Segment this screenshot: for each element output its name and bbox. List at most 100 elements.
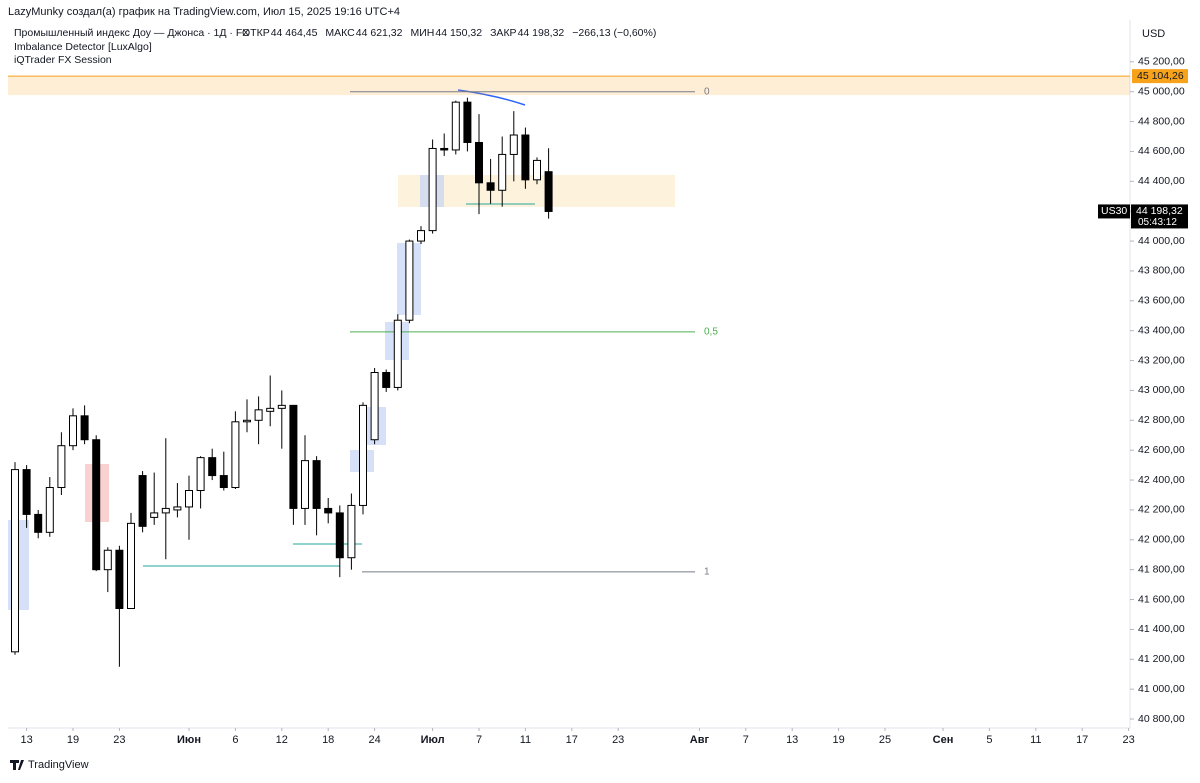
symbol-label: US30 — [1101, 205, 1127, 217]
x-tick-label: 23 — [1122, 734, 1134, 746]
x-tick-label: 19 — [67, 734, 79, 746]
candle-body — [544, 171, 553, 212]
legend-key: МИН — [410, 27, 434, 39]
legend-value: 44 464,45 — [271, 27, 318, 39]
x-tick-label: 13 — [20, 734, 32, 746]
logo — [10, 760, 24, 770]
candle-body — [138, 475, 147, 527]
x-tick-label: Авг — [690, 734, 710, 746]
candle-body — [475, 141, 483, 184]
candle-body — [69, 415, 77, 447]
session-price-box — [1132, 69, 1188, 84]
candle-body — [498, 153, 507, 191]
candle-body — [533, 159, 541, 181]
legend-value: 44 621,32 — [356, 27, 403, 39]
candle-body — [359, 404, 367, 506]
x-tick-label: 11 — [1030, 734, 1041, 746]
candle-body — [115, 549, 124, 610]
candle-body — [231, 421, 240, 489]
candle-body — [417, 230, 425, 242]
candle-body — [277, 404, 286, 409]
y-tick-label: 43 800,00 — [1138, 265, 1185, 277]
candle-body — [150, 512, 159, 518]
symbol-title: Промышленный индекс Доу — Джонса · 1Д · … — [14, 27, 249, 39]
session-price-label: 45 104,26 — [1137, 70, 1184, 82]
x-tick-label: 24 — [368, 734, 380, 746]
x-tick-label: 17 — [1076, 734, 1088, 746]
y-tick-label: 45 000,00 — [1138, 85, 1185, 97]
candle-body — [393, 319, 402, 388]
y-tick-label: 42 000,00 — [1138, 534, 1185, 546]
candle-body — [219, 475, 228, 489]
x-tick-label: Июн — [177, 734, 201, 746]
candle-body — [243, 419, 251, 423]
candle-body — [254, 409, 263, 421]
fib-label: 0 — [704, 86, 710, 97]
y-tick-label: 43 600,00 — [1138, 295, 1185, 307]
countdown: 05:43:12 — [1138, 217, 1177, 228]
candle-body — [463, 101, 472, 143]
y-tick-label: 41 800,00 — [1138, 563, 1185, 575]
y-tick-label: 41 000,00 — [1138, 683, 1185, 695]
candle-body — [521, 134, 530, 181]
candle-body — [405, 240, 414, 321]
candle-body — [22, 469, 31, 515]
x-tick-label: 19 — [832, 734, 844, 746]
legend-value: 44 150,32 — [435, 27, 482, 39]
candle-body — [161, 507, 170, 514]
candle-body — [11, 469, 19, 653]
price-box — [1131, 204, 1188, 229]
y-tick-label: 45 200,00 — [1138, 56, 1185, 68]
symbol-box — [1098, 204, 1130, 219]
x-tick-label: 23 — [113, 734, 125, 746]
x-tick-label: 11 — [520, 734, 531, 746]
price-label: 44 198,32 — [1136, 205, 1183, 217]
candle-body — [428, 147, 437, 232]
indicator: Imbalance Detector [LuxAlgo] — [14, 41, 152, 53]
trend-curve — [457, 89, 526, 106]
candle-body — [45, 487, 54, 533]
candle-body — [312, 460, 321, 509]
legend-change: −266,13 (−0,60%) — [572, 27, 656, 39]
x-tick-label: 25 — [879, 734, 891, 746]
y-tick-label: 41 200,00 — [1138, 653, 1185, 665]
candle-body — [80, 415, 89, 441]
legend-value: 44 198,32 — [518, 27, 565, 39]
y-tick-label: 43 000,00 — [1138, 384, 1185, 396]
x-tick-label: 18 — [322, 734, 334, 746]
fib-label: 1 — [704, 567, 710, 578]
attribution: LazyMunky создал(а) график на TradingVie… — [8, 6, 400, 18]
candle-body — [382, 372, 391, 388]
x-tick-label: 5 — [986, 734, 992, 746]
candle-body — [301, 460, 309, 509]
x-tick-label: 7 — [743, 734, 749, 746]
y-tick-label: 44 400,00 — [1138, 175, 1185, 187]
y-tick-label: 41 400,00 — [1138, 623, 1185, 635]
candle-body — [185, 490, 193, 508]
y-tick-label: 44 600,00 — [1138, 145, 1185, 157]
x-tick-label: 12 — [276, 734, 288, 746]
currency: USD — [1142, 28, 1165, 40]
y-tick-label: 44 000,00 — [1138, 235, 1185, 247]
indicator: iQTrader FX Session — [14, 54, 112, 66]
candle-body — [440, 147, 449, 151]
candle-body — [173, 506, 182, 511]
y-tick-label: 43 200,00 — [1138, 354, 1185, 366]
y-tick-label: 42 200,00 — [1138, 504, 1185, 516]
candle-body — [324, 507, 333, 514]
y-tick-label: 42 400,00 — [1138, 474, 1185, 486]
fib-label: 0,5 — [704, 327, 718, 338]
candle-body — [57, 445, 66, 489]
x-tick-label: Июл — [421, 734, 445, 746]
candle-body — [196, 457, 205, 492]
y-tick-label: 43 400,00 — [1138, 324, 1185, 336]
x-tick-label: 7 — [476, 734, 482, 746]
y-tick-label: 41 600,00 — [1138, 593, 1185, 605]
legend-key: ОТКР — [242, 27, 270, 39]
candle-body — [92, 439, 101, 571]
candle-body — [127, 522, 135, 610]
x-tick-label: 23 — [612, 734, 624, 746]
y-tick-label: 40 800,00 — [1138, 713, 1185, 725]
x-tick-label: 17 — [566, 734, 578, 746]
